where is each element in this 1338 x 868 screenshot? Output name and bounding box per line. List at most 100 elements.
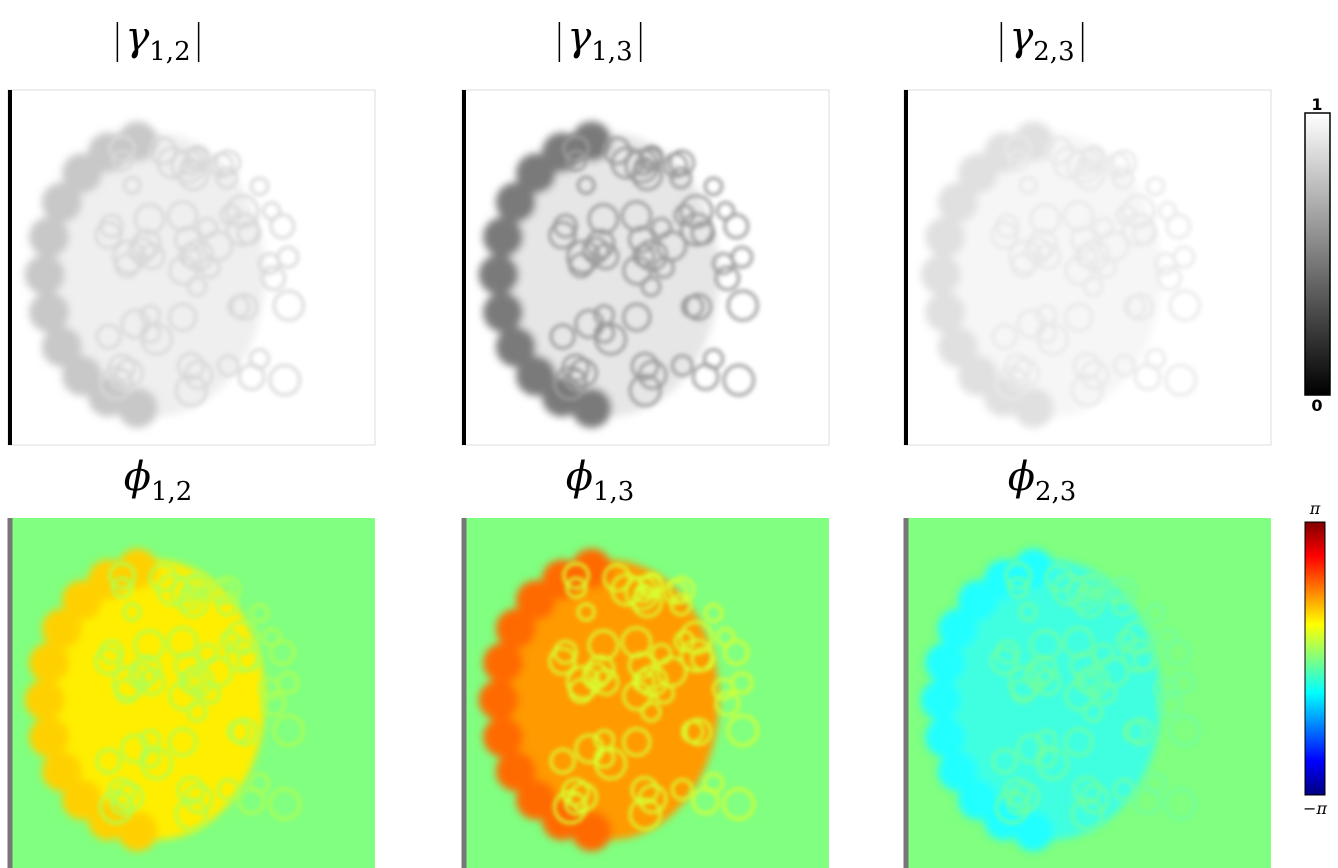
cell — [183, 360, 214, 390]
specimen-lobe — [495, 182, 536, 223]
cell — [230, 292, 259, 321]
colorbar-jet — [1304, 521, 1326, 796]
specimen-lobe — [29, 292, 70, 333]
specimen-lobe — [925, 216, 966, 257]
specimen-cells — [990, 561, 1201, 831]
specimen-lobe — [957, 580, 998, 621]
cell — [1044, 136, 1074, 166]
cell — [1079, 360, 1110, 390]
cell — [684, 717, 713, 746]
cell — [1010, 678, 1036, 704]
cell — [1157, 201, 1178, 221]
cell — [574, 733, 605, 764]
cell — [630, 776, 660, 805]
cell — [548, 221, 577, 250]
cell — [1023, 236, 1052, 265]
cell — [715, 627, 736, 647]
cell — [178, 243, 202, 268]
cell — [631, 159, 664, 192]
cell — [1073, 159, 1106, 192]
cell — [216, 354, 240, 377]
cell — [1006, 792, 1030, 816]
cell — [723, 639, 750, 666]
cell — [628, 797, 662, 831]
specimen-lobe — [937, 751, 978, 792]
cell — [1164, 787, 1198, 821]
cell — [1133, 363, 1162, 391]
cell — [622, 302, 652, 332]
title-subscript: 1,3 — [593, 477, 634, 507]
cell — [94, 221, 123, 250]
cell — [225, 194, 260, 229]
cell — [202, 230, 234, 262]
cell — [637, 360, 668, 390]
cell — [711, 677, 735, 701]
cell — [1082, 701, 1104, 723]
cell — [1044, 563, 1074, 593]
cell — [640, 701, 662, 723]
specimen-lobe — [478, 680, 519, 720]
specimen-lobe — [925, 642, 966, 683]
cell — [1018, 175, 1038, 195]
cell — [225, 212, 260, 247]
cell — [1145, 603, 1166, 623]
panel-title: ϕ1,3 — [566, 454, 635, 507]
cell — [594, 322, 628, 356]
cell — [166, 200, 199, 232]
cell — [225, 638, 260, 673]
specimen-lobe — [920, 254, 961, 295]
cell — [568, 358, 598, 388]
cell — [1104, 579, 1131, 605]
cell — [1036, 747, 1070, 781]
cell — [1064, 255, 1095, 286]
cell — [1157, 627, 1178, 647]
cell — [1112, 354, 1136, 377]
title-symbol: ϕ — [566, 454, 593, 500]
cell — [1004, 561, 1032, 590]
cell — [110, 792, 134, 816]
cell — [576, 602, 596, 622]
image-panel — [903, 89, 1272, 446]
cell — [257, 677, 281, 701]
cell — [186, 276, 208, 298]
cell — [208, 152, 235, 179]
specimen-cells — [94, 134, 305, 408]
cell — [1080, 574, 1106, 599]
cell — [114, 252, 140, 279]
cell — [1027, 654, 1058, 685]
cell — [691, 363, 720, 391]
cell — [581, 662, 610, 691]
specimen-lobe — [483, 642, 524, 683]
cell — [1036, 322, 1070, 356]
cell — [261, 201, 282, 221]
cell — [1018, 602, 1038, 622]
cell — [114, 782, 144, 812]
specimen-lobe — [515, 153, 556, 194]
cell — [1074, 669, 1098, 693]
specimen-lobe — [483, 717, 524, 758]
cell — [1010, 252, 1036, 279]
cell — [186, 701, 208, 723]
cell — [548, 646, 577, 676]
specimen-lobe — [117, 387, 158, 428]
specimen-lobe — [957, 153, 998, 194]
cell — [627, 225, 656, 254]
cell — [269, 213, 296, 240]
cell — [120, 308, 151, 340]
cell — [1070, 373, 1104, 408]
title-subscript: 1,3 — [591, 37, 632, 67]
cell — [691, 787, 720, 815]
cell — [714, 690, 741, 717]
specimen-lobe — [925, 717, 966, 758]
cell — [114, 358, 144, 388]
cell — [1121, 212, 1156, 247]
cell — [184, 147, 210, 172]
cell — [722, 363, 756, 397]
cell — [177, 586, 210, 618]
colorbar-label: 1 — [1311, 95, 1322, 114]
specimen-lobe — [925, 292, 966, 333]
specimen-cells — [94, 561, 305, 831]
cell — [111, 149, 134, 172]
cell — [1098, 656, 1130, 688]
